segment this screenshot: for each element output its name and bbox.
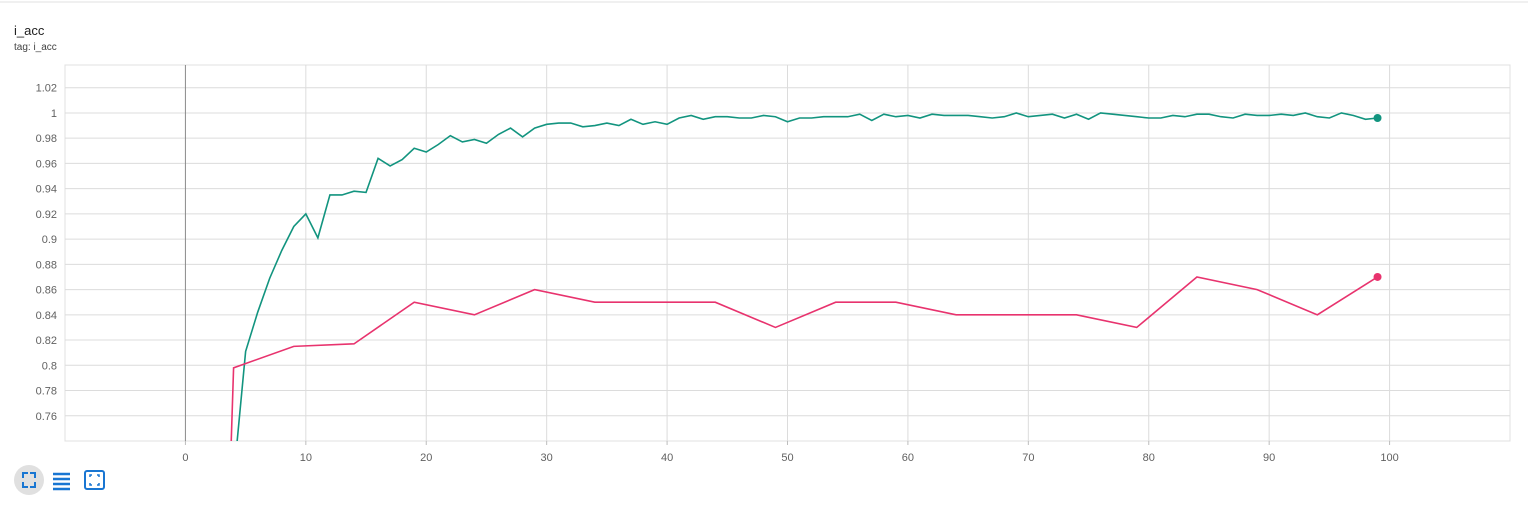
series-end-dot bbox=[1373, 272, 1382, 281]
y-tick-label: 0.82 bbox=[36, 335, 57, 347]
series-line bbox=[236, 112, 1378, 441]
y-tick-label: 0.96 bbox=[36, 158, 57, 170]
toolbar bbox=[14, 465, 105, 495]
x-tick-label: 90 bbox=[1263, 452, 1275, 464]
grid: 0.76 0.78 0.8 0.82 0.84 0.86 0.88 0.9 0.92 0.94 0.… bbox=[36, 64, 1511, 464]
y-tick-label: 0.88 bbox=[36, 259, 57, 271]
y-tick-label: 1 bbox=[51, 108, 57, 120]
y-tick-label: 0.92 bbox=[36, 209, 57, 221]
y-tick-label: 0.78 bbox=[36, 386, 57, 398]
x-tick-label: 30 bbox=[541, 452, 553, 464]
y-tick-label: 0.9 bbox=[42, 234, 57, 246]
x-tick-label: 70 bbox=[1022, 452, 1034, 464]
y-tick-label: 1.02 bbox=[36, 83, 57, 95]
y-tick-label: 0.84 bbox=[36, 310, 57, 322]
x-tick-label: 80 bbox=[1143, 452, 1155, 464]
plot bbox=[230, 112, 1382, 441]
fullscreen-icon bbox=[22, 472, 36, 488]
fullscreen-button[interactable] bbox=[14, 465, 44, 495]
chart-subtitle: tag: i_acc bbox=[14, 42, 57, 53]
x-tick-label: 100 bbox=[1380, 452, 1398, 464]
log-scale-button[interactable] bbox=[53, 472, 70, 491]
x-tick-label: 0 bbox=[182, 452, 188, 464]
chart-title: i_acc bbox=[14, 23, 45, 38]
series-line bbox=[230, 276, 1378, 441]
fit-domain-icon bbox=[89, 474, 100, 486]
y-tick-label: 0.76 bbox=[36, 411, 57, 423]
series-end-dot bbox=[1373, 113, 1382, 122]
x-tick-label: 10 bbox=[300, 452, 312, 464]
fit-domain-button[interactable] bbox=[84, 470, 105, 490]
x-tick-label: 50 bbox=[781, 452, 793, 464]
x-tick-label: 60 bbox=[902, 452, 914, 464]
x-tick-label: 40 bbox=[661, 452, 673, 464]
y-tick-label: 0.94 bbox=[36, 184, 57, 196]
y-tick-label: 0.8 bbox=[42, 360, 57, 372]
x-tick-label: 20 bbox=[420, 452, 432, 464]
y-tick-label: 0.98 bbox=[36, 133, 57, 145]
y-tick-label: 0.86 bbox=[36, 285, 57, 297]
